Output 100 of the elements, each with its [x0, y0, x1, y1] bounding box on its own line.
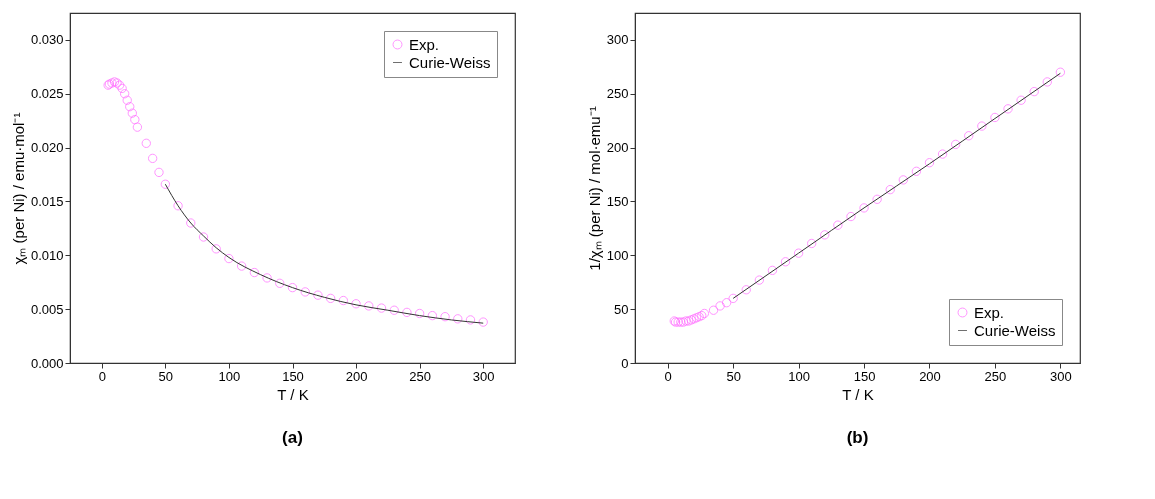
point — [262, 273, 272, 283]
point — [453, 314, 463, 324]
point — [1042, 77, 1052, 87]
y-tick-label: 0.030 — [30, 32, 64, 48]
point — [885, 184, 895, 195]
x-tick-label: 150 — [282, 368, 304, 384]
point — [351, 299, 361, 309]
point — [119, 89, 130, 99]
point — [275, 278, 285, 288]
point — [287, 282, 298, 293]
x-axis-title: T / K — [277, 385, 309, 403]
y-tick-label: 50 — [614, 301, 629, 317]
point — [754, 275, 765, 285]
point — [846, 211, 856, 222]
point — [364, 301, 374, 311]
point — [1003, 104, 1013, 114]
point — [1029, 86, 1039, 97]
point — [950, 139, 961, 150]
line-series — [732, 72, 1061, 299]
y-tick-label: 0 — [621, 355, 629, 371]
point — [793, 248, 804, 258]
y-tick-label: 0.015 — [30, 193, 64, 209]
y-tick-label: 200 — [606, 140, 629, 156]
point — [154, 167, 164, 178]
point — [141, 138, 151, 148]
line-series — [164, 183, 484, 324]
point — [211, 244, 221, 254]
y-tick-label: 150 — [606, 193, 629, 209]
x-tick-label: 50 — [726, 368, 741, 384]
point — [465, 315, 476, 325]
point — [224, 253, 234, 264]
point — [937, 149, 948, 159]
x-tick-label: 300 — [1050, 368, 1072, 384]
point — [767, 265, 778, 276]
y-tick-label: 0.025 — [30, 86, 64, 102]
x-tick-label: 150 — [853, 368, 876, 384]
y-tick-label: 0.000 — [30, 355, 64, 371]
point — [715, 301, 725, 311]
point — [117, 83, 127, 94]
x-tick-label: 0 — [98, 368, 106, 384]
x-tick-label: 50 — [158, 368, 174, 384]
point — [708, 305, 719, 315]
point — [130, 114, 140, 125]
point — [833, 220, 843, 230]
point — [338, 295, 349, 306]
point — [964, 131, 974, 141]
y-tick-label: 100 — [606, 247, 629, 263]
point — [160, 179, 171, 189]
point — [300, 287, 310, 297]
x-tick-label: 0 — [664, 368, 672, 384]
point — [478, 317, 488, 327]
x-tick-label: 250 — [984, 368, 1007, 384]
legend-label: Exp. — [409, 35, 440, 53]
point — [249, 267, 260, 278]
point — [911, 166, 922, 176]
point — [1055, 67, 1066, 77]
point — [898, 175, 908, 185]
point — [313, 290, 323, 300]
y-axis-title: 1/χₘ (per Ni) / mol·emu⁻¹ — [585, 106, 603, 271]
y-tick-label: 250 — [606, 86, 629, 102]
x-tick-label: 300 — [472, 368, 495, 384]
x-tick-label: 100 — [788, 368, 810, 384]
point — [173, 201, 183, 211]
x-tick-label: 100 — [218, 368, 241, 384]
x-tick-label: 250 — [409, 368, 431, 384]
text: (a) — [282, 428, 303, 447]
legend-label: Exp. — [974, 303, 1005, 321]
point — [977, 121, 987, 131]
point — [127, 108, 137, 118]
y-tick-label: 0.005 — [30, 301, 64, 317]
point — [780, 257, 791, 267]
y-tick-label: 0.020 — [30, 140, 64, 156]
y-tick-label: 0.010 — [30, 247, 64, 263]
point — [990, 112, 1000, 123]
point — [872, 194, 882, 204]
point — [1016, 95, 1026, 105]
point — [186, 218, 196, 228]
legend-label: Curie-Weiss — [974, 321, 1056, 339]
point — [402, 307, 412, 318]
point — [389, 305, 399, 315]
point — [820, 230, 830, 240]
point — [236, 261, 247, 271]
point — [376, 303, 387, 313]
point — [325, 293, 336, 304]
point — [741, 285, 751, 295]
y-tick-label: 300 — [606, 32, 629, 48]
point — [122, 95, 132, 105]
point — [414, 308, 425, 319]
point — [859, 203, 869, 213]
x-axis-title: T / K — [842, 385, 874, 403]
point — [924, 158, 935, 168]
point — [132, 122, 143, 132]
point — [198, 232, 209, 242]
y-axis-title: χₘ (per Ni) / emu·mol⁻¹ — [9, 112, 27, 265]
text: (b) — [846, 428, 869, 447]
point — [728, 293, 738, 304]
point — [721, 298, 732, 308]
point — [147, 153, 158, 164]
x-tick-label: 200 — [345, 368, 368, 384]
point — [125, 102, 135, 112]
